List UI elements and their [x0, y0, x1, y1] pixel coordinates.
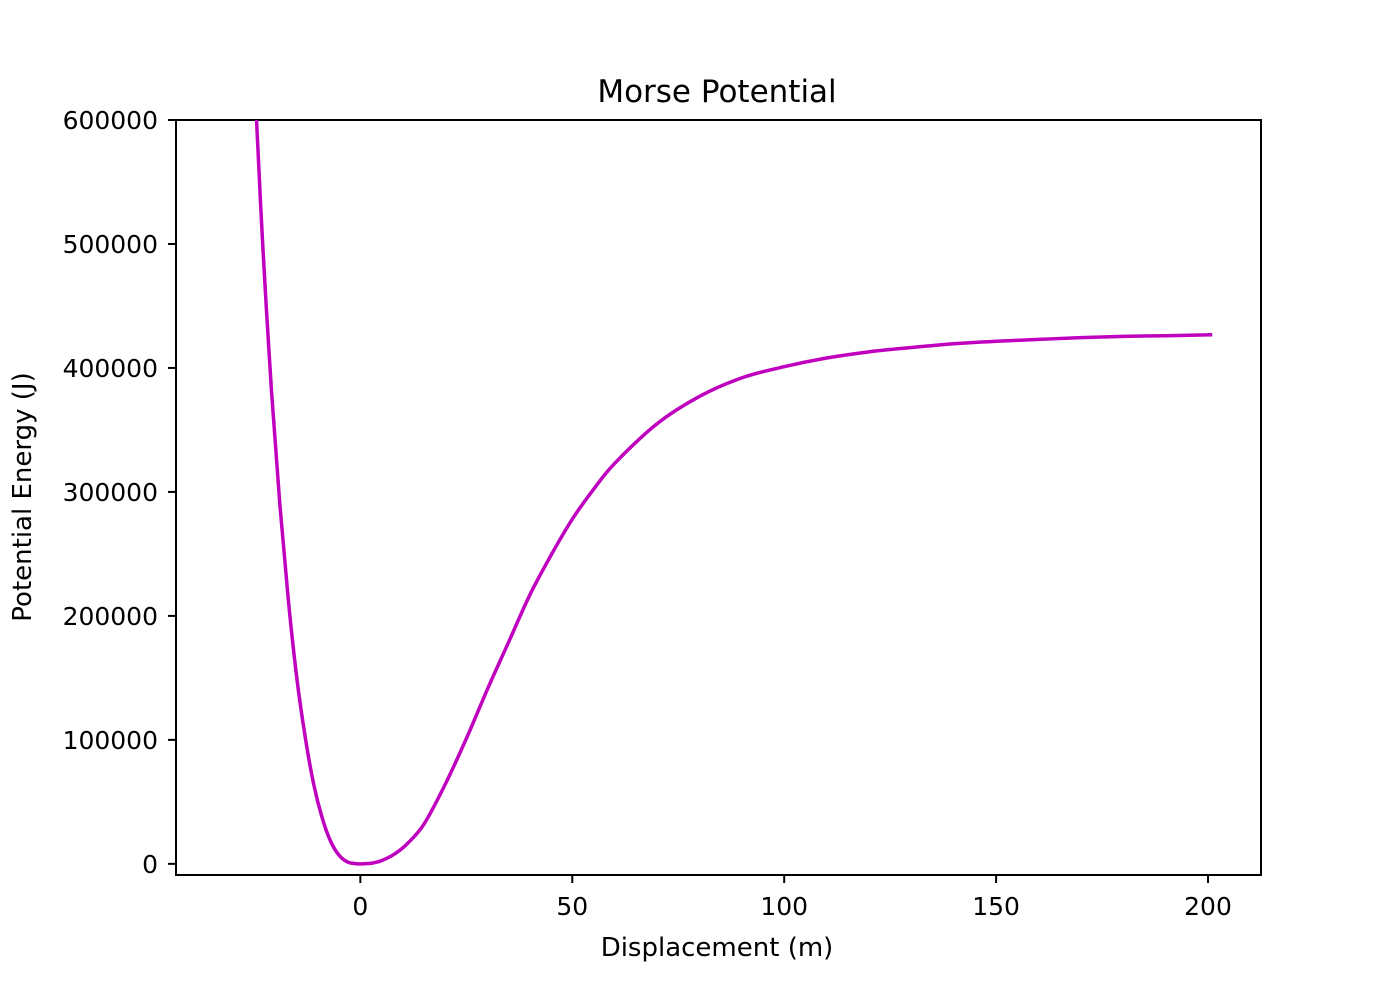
y-tick-label: 600000 — [63, 106, 158, 135]
series-line — [254, 119, 1213, 866]
x-axis-label: Displacement (m) — [601, 933, 834, 963]
y-tick-label: 100000 — [63, 726, 158, 755]
x-tick-label: 50 — [556, 892, 588, 921]
plot-area — [175, 119, 1262, 876]
x-tick-label: 100 — [760, 892, 808, 921]
y-tick-label: 500000 — [63, 230, 158, 259]
y-tick-label: 200000 — [63, 602, 158, 631]
y-axis-label: Potential Energy (J) — [8, 372, 38, 621]
x-axis: 0 50 100 150 200 — [352, 875, 1232, 921]
y-tick-label: 400000 — [63, 354, 158, 383]
y-axis: 0 100000 200000 300000 400000 500000 600000 — [63, 106, 176, 879]
y-tick-label: 300000 — [63, 478, 158, 507]
plot-frame — [175, 119, 1262, 876]
chart-title: Morse Potential — [597, 74, 836, 110]
x-tick-label: 200 — [1184, 892, 1232, 921]
y-tick-label: 0 — [142, 850, 158, 879]
x-tick-label: 150 — [972, 892, 1020, 921]
x-tick-label: 0 — [352, 892, 368, 921]
